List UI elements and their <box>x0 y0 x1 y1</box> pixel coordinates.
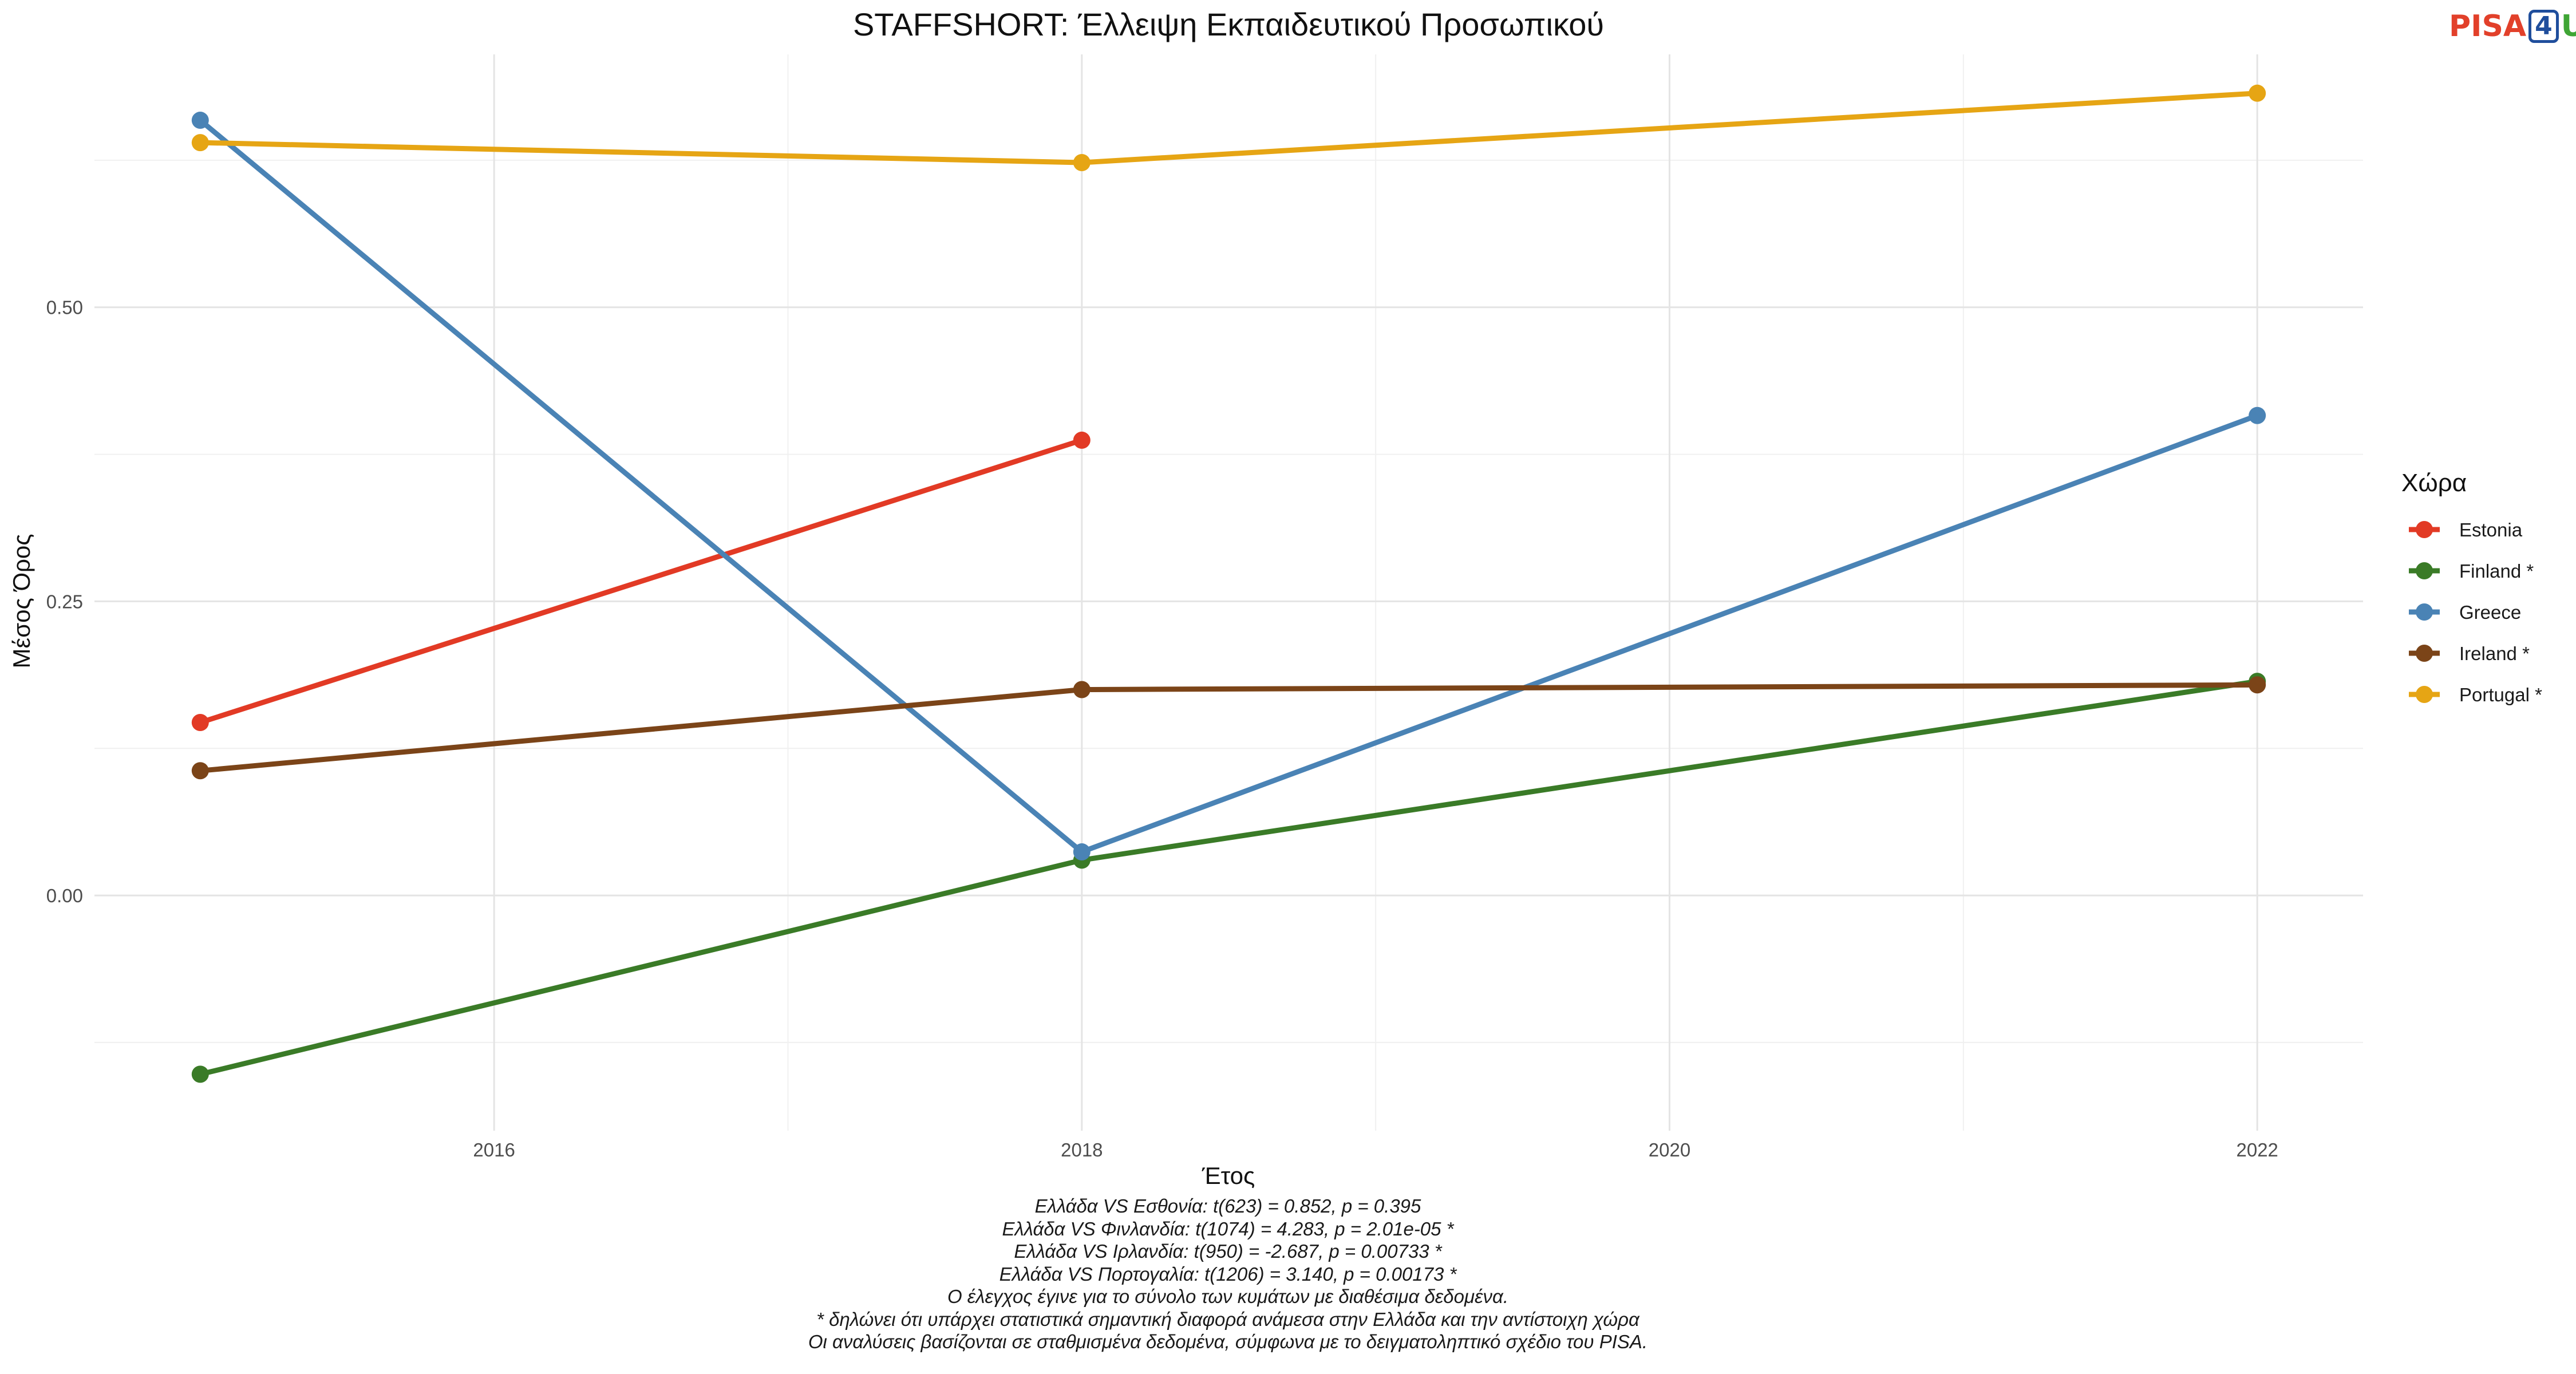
legend-label: Portugal * <box>2459 684 2542 705</box>
x-axis-label: Έτος <box>1202 1162 1255 1189</box>
footnotes: Ελλάδα VS Εσθονία: t(623) = 0.852, p = 0… <box>0 1195 2456 1353</box>
series-line <box>197 90 2260 165</box>
legend-key-point <box>2416 645 2433 662</box>
series-lines <box>197 90 2260 1077</box>
x-tick-label: 2022 <box>2236 1139 2278 1160</box>
footnote-line: Ο έλεγχος έγινε για το σύνολο των κυμάτω… <box>947 1286 1509 1307</box>
data-point <box>1073 431 1091 449</box>
legend-label: Ireland * <box>2459 643 2530 664</box>
footnote-line: * δηλώνει ότι υπάρχει στατιστικά σημαντι… <box>816 1308 1639 1330</box>
legend: Χώρα Estonia Finland * Greece Ireland * Port… <box>2401 469 2542 705</box>
footnote-line: Ελλάδα VS Εσθονία: t(623) = 0.852, p = 0… <box>1034 1195 1421 1217</box>
footnote-line: Ελλάδα VS Φινλανδία: t(1074) = 4.283, p … <box>1002 1218 1454 1239</box>
legend-key-point <box>2416 603 2433 621</box>
chart-title: STAFFSHORT: Έλλειψη Εκπαιδευτικού Προσωπ… <box>853 6 1604 42</box>
logo-four: 4 <box>2528 10 2559 43</box>
data-point <box>1073 681 1091 698</box>
data-point <box>1073 154 1091 172</box>
legend-key-point <box>2416 562 2433 579</box>
data-point <box>2249 406 2266 424</box>
series-line <box>197 437 1085 725</box>
grid <box>94 54 2363 1131</box>
footnote-line: Ελλάδα VS Πορτογαλία: t(1206) = 3.140, p… <box>999 1263 1457 1285</box>
logo-u: U <box>2561 9 2576 44</box>
data-point <box>2249 84 2266 102</box>
logo-pisa: PISA <box>2449 9 2527 44</box>
x-axis-ticks: 2016 2018 2020 2022 <box>473 1139 2278 1160</box>
data-point <box>191 112 209 129</box>
data-point <box>2249 676 2266 694</box>
legend-key-point <box>2416 686 2433 703</box>
data-point <box>191 1065 209 1083</box>
legend-label: Finland * <box>2459 560 2534 582</box>
footnote-line: Οι αναλύσεις βασίζονται σε σταθμισμένα δ… <box>808 1331 1648 1352</box>
legend-key-point <box>2416 521 2433 538</box>
x-tick-label: 2020 <box>1649 1139 1690 1160</box>
x-tick-label: 2016 <box>473 1139 515 1160</box>
data-point <box>191 134 209 152</box>
y-tick-label: 0.00 <box>46 885 83 906</box>
pisa4u-logo: PISA 4 U <box>2449 9 2576 44</box>
series-points <box>191 84 2266 1083</box>
footnote-line: Ελλάδα VS Ιρλανδία: t(950) = -2.687, p =… <box>1014 1241 1442 1262</box>
data-point <box>191 762 209 780</box>
legend-title: Χώρα <box>2401 469 2467 497</box>
y-tick-label: 0.25 <box>46 591 83 612</box>
y-axis-ticks: 0.00 0.25 0.50 <box>46 297 83 906</box>
data-point <box>191 714 209 732</box>
y-tick-label: 0.50 <box>46 297 83 318</box>
legend-label: Estonia <box>2459 519 2523 540</box>
y-axis-label: Μέσος Όρος <box>8 534 35 669</box>
x-tick-label: 2018 <box>1061 1139 1103 1160</box>
legend-label: Greece <box>2459 602 2521 623</box>
data-point <box>1073 843 1091 861</box>
